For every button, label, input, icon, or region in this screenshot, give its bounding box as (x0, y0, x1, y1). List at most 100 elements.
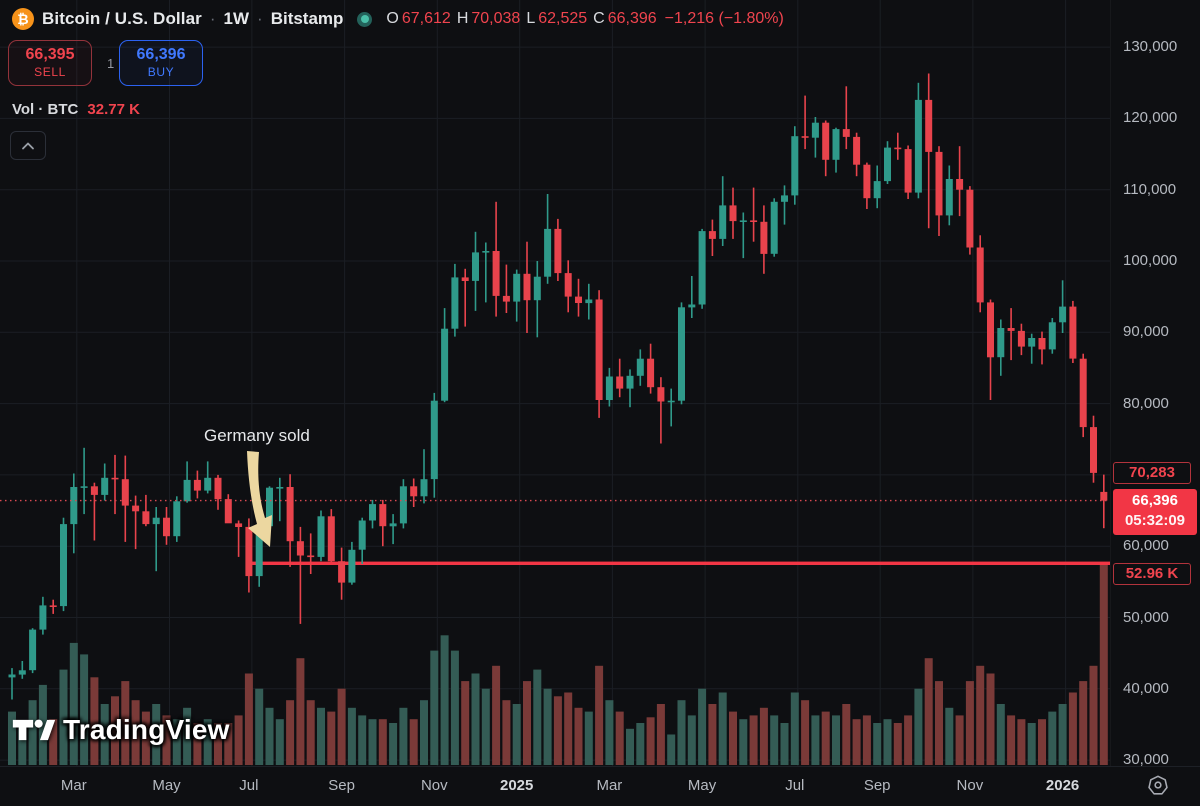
axis-settings-gear-icon[interactable] (1144, 772, 1172, 798)
volume-bar (1017, 719, 1026, 765)
candle (719, 205, 727, 239)
symbol-header[interactable]: ₿ Bitcoin / U.S. Dollar · 1W · Bitstamp … (12, 8, 784, 30)
collapse-legend-button[interactable] (10, 131, 46, 160)
time-axis[interactable]: Mar May Jul Sep Nov 2025 Mar May Jul Sep Nov 2026 (0, 766, 1200, 806)
candle (904, 149, 912, 193)
candle (688, 304, 696, 308)
bitcoin-icon: ₿ (12, 8, 34, 30)
volume-bar (708, 704, 717, 765)
volume-bar (636, 723, 645, 765)
candle (1048, 322, 1056, 350)
candle (708, 231, 716, 239)
price-tick-label: 120,000 (1123, 109, 1178, 127)
candle (1028, 338, 1036, 347)
volume-bar (214, 723, 222, 765)
volume-bar (523, 681, 531, 765)
candle (379, 504, 387, 527)
buy-button[interactable]: 66,396 BUY (119, 40, 203, 86)
candle (193, 479, 201, 491)
candle (1038, 338, 1046, 350)
price-tick-label: 90,000 (1123, 323, 1169, 341)
volume-bar (368, 719, 377, 765)
volume-bar (389, 723, 398, 765)
candle (121, 479, 129, 506)
volume-bar (461, 681, 470, 765)
candle (70, 487, 78, 525)
volume-bar (378, 719, 387, 765)
candle (296, 541, 304, 556)
candle (369, 504, 376, 521)
volume-bar (656, 704, 665, 765)
last-price-value: 66,396 (1132, 492, 1178, 509)
candle (575, 296, 582, 303)
annotation-germany-sold[interactable]: Germany sold (204, 426, 310, 445)
candle (678, 307, 685, 401)
candle (667, 400, 675, 403)
open-value: 67,612 (401, 10, 451, 27)
watermark-text: TradingView (63, 714, 230, 745)
candle (750, 220, 758, 222)
market-status-icon (357, 11, 373, 27)
candle (822, 122, 830, 160)
candle (945, 179, 953, 216)
volume-bar (275, 719, 284, 765)
volume-bar (409, 719, 418, 765)
candle (420, 479, 428, 497)
volume-bar (255, 688, 264, 765)
close-value: 66,396 (607, 10, 657, 27)
tradingview-watermark[interactable]: TradingView (12, 714, 230, 746)
candle (647, 358, 655, 388)
candle (348, 549, 356, 583)
volume-bar (904, 715, 913, 765)
volume-bar (193, 723, 202, 765)
volume-bar (172, 719, 181, 765)
candle (492, 251, 500, 296)
high-value: 70,038 (471, 10, 521, 27)
volume-bar (646, 717, 655, 765)
candle (873, 181, 881, 199)
candle (90, 486, 98, 495)
sell-button[interactable]: 66,395 SELL (8, 40, 92, 86)
candle (451, 277, 459, 329)
exchange-label[interactable]: Bitstamp (270, 9, 344, 28)
volume-bar (100, 704, 109, 765)
candle (997, 328, 1005, 358)
volume-bar (595, 665, 604, 765)
volume-label: Vol · BTC (12, 101, 79, 118)
candle (781, 195, 788, 202)
candle (399, 486, 407, 524)
candle (894, 147, 902, 150)
candle (245, 526, 253, 577)
volume-bar (203, 719, 212, 765)
volume-bar (790, 692, 799, 765)
price-axis[interactable]: 30,00040,00050,00060,00070,00080,00090,0… (1110, 0, 1200, 768)
volume-bar (265, 707, 274, 765)
open-label: O (386, 10, 399, 27)
candle (163, 517, 170, 537)
annotation-arrow (247, 451, 272, 547)
volume-bar (574, 707, 583, 765)
volume-bar (152, 704, 161, 765)
volume-bar (605, 700, 614, 765)
candle (204, 477, 212, 491)
volume-bar (471, 673, 480, 765)
volume-bar (296, 658, 305, 765)
timeframe-label[interactable]: 1W (223, 9, 250, 28)
volume-bar (492, 665, 501, 765)
volume-legend: Vol · BTC 32.77 K (12, 101, 140, 118)
symbol-name[interactable]: Bitcoin / U.S. Dollar (42, 9, 202, 28)
month-tick-label: Nov (956, 777, 984, 794)
separator-dot: · (257, 9, 263, 28)
candle (502, 295, 510, 302)
month-tick-label: Mar (596, 777, 623, 794)
horizontal-ray-line (248, 561, 1110, 565)
year-tick-label: 2026 (1045, 777, 1080, 794)
bar-countdown-timer: 05:32:09 (1124, 512, 1186, 530)
candle (327, 516, 335, 562)
candle (1007, 328, 1015, 331)
volume-bar (533, 669, 542, 765)
price-tick-label: 110,000 (1123, 180, 1177, 198)
candle (523, 273, 531, 301)
